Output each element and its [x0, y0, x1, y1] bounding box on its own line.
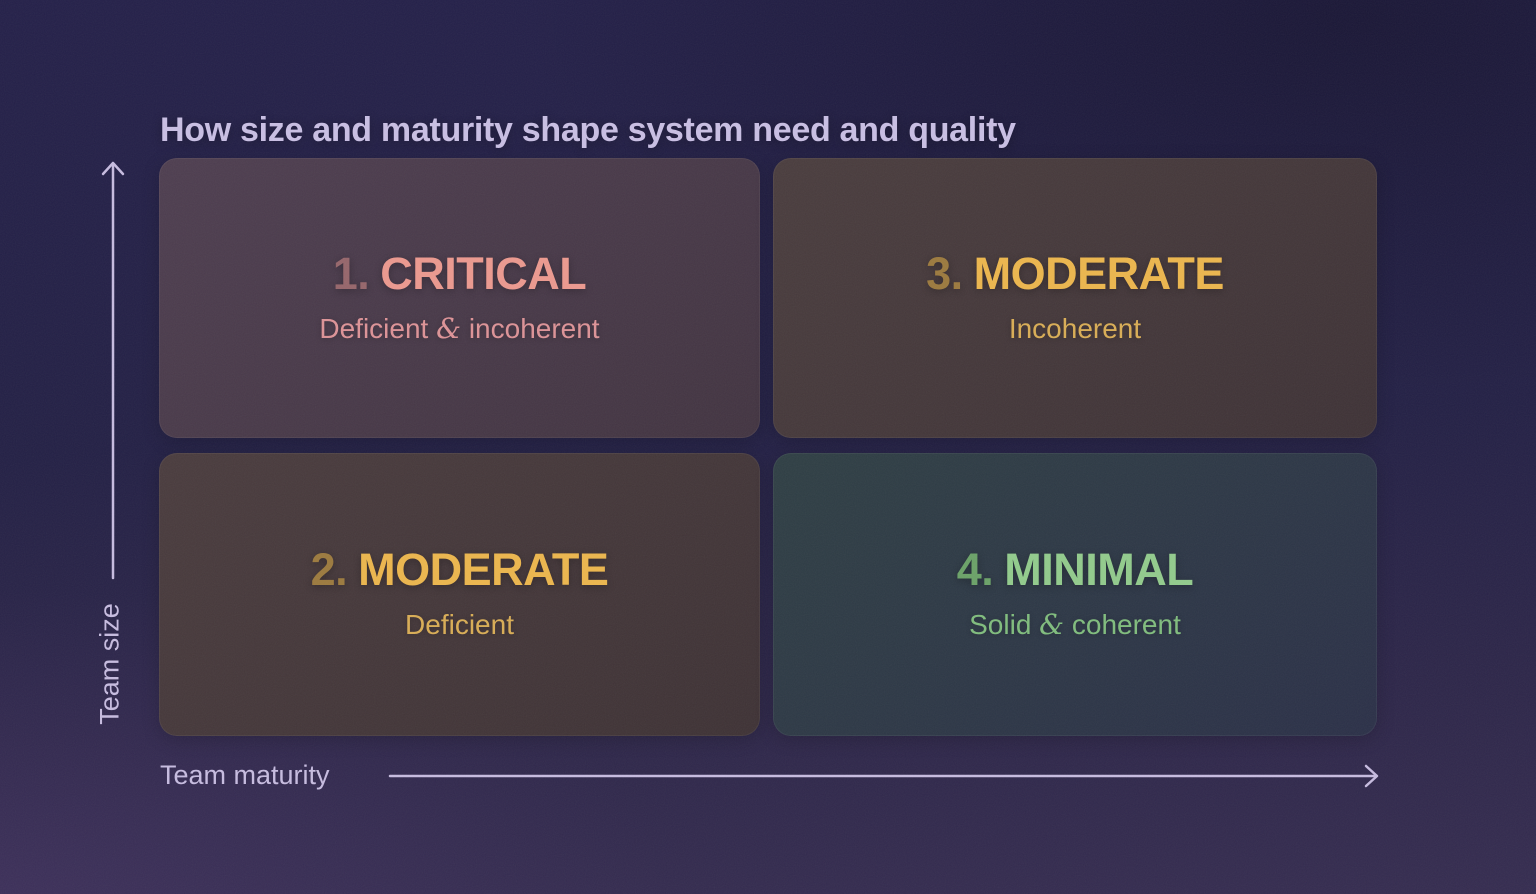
quadrant-heading: 3. MODERATE [926, 251, 1224, 296]
quadrant-3-moderate: 3. MODERATE Incoherent [773, 158, 1377, 438]
quadrant-heading: 4. MINIMAL [957, 547, 1194, 592]
quadrant-subtitle: Solid & coherent [969, 608, 1181, 642]
y-axis-label: Team size [94, 603, 125, 725]
quadrant-2-moderate: 2. MODERATE Deficient [159, 453, 760, 736]
quadrant-number: 2. [310, 544, 348, 596]
quadrant-heading: 2. MODERATE [311, 547, 609, 592]
quadrant-title: CRITICAL [380, 247, 587, 299]
quadrant-1-critical: 1. CRITICAL Deficient & incoherent [159, 158, 760, 438]
quadrant-subtitle: Deficient & incoherent [319, 311, 600, 345]
quadrant-number: 3. [926, 247, 963, 299]
quadrant-title: MODERATE [973, 247, 1225, 299]
quadrant-title: MODERATE [358, 544, 609, 596]
quadrant-grid: 1. CRITICAL Deficient & incoherent 3. MO… [159, 158, 1377, 736]
y-axis-arrow-icon [101, 161, 125, 580]
quadrant-number: 1. [332, 247, 370, 299]
x-axis-label: Team maturity [160, 760, 330, 790]
quadrant-subtitle: Incoherent [1008, 312, 1142, 344]
quadrant-number: 4. [956, 544, 994, 596]
quadrant-subtitle: Deficient [405, 609, 514, 641]
quadrant-4-minimal: 4. MINIMAL Solid & coherent [773, 453, 1377, 736]
page-title: How size and maturity shape system need … [160, 110, 1016, 149]
quadrant-title: MINIMAL [1004, 544, 1194, 596]
x-axis-arrow-icon [388, 764, 1379, 788]
quadrant-heading: 1. CRITICAL [333, 251, 587, 296]
